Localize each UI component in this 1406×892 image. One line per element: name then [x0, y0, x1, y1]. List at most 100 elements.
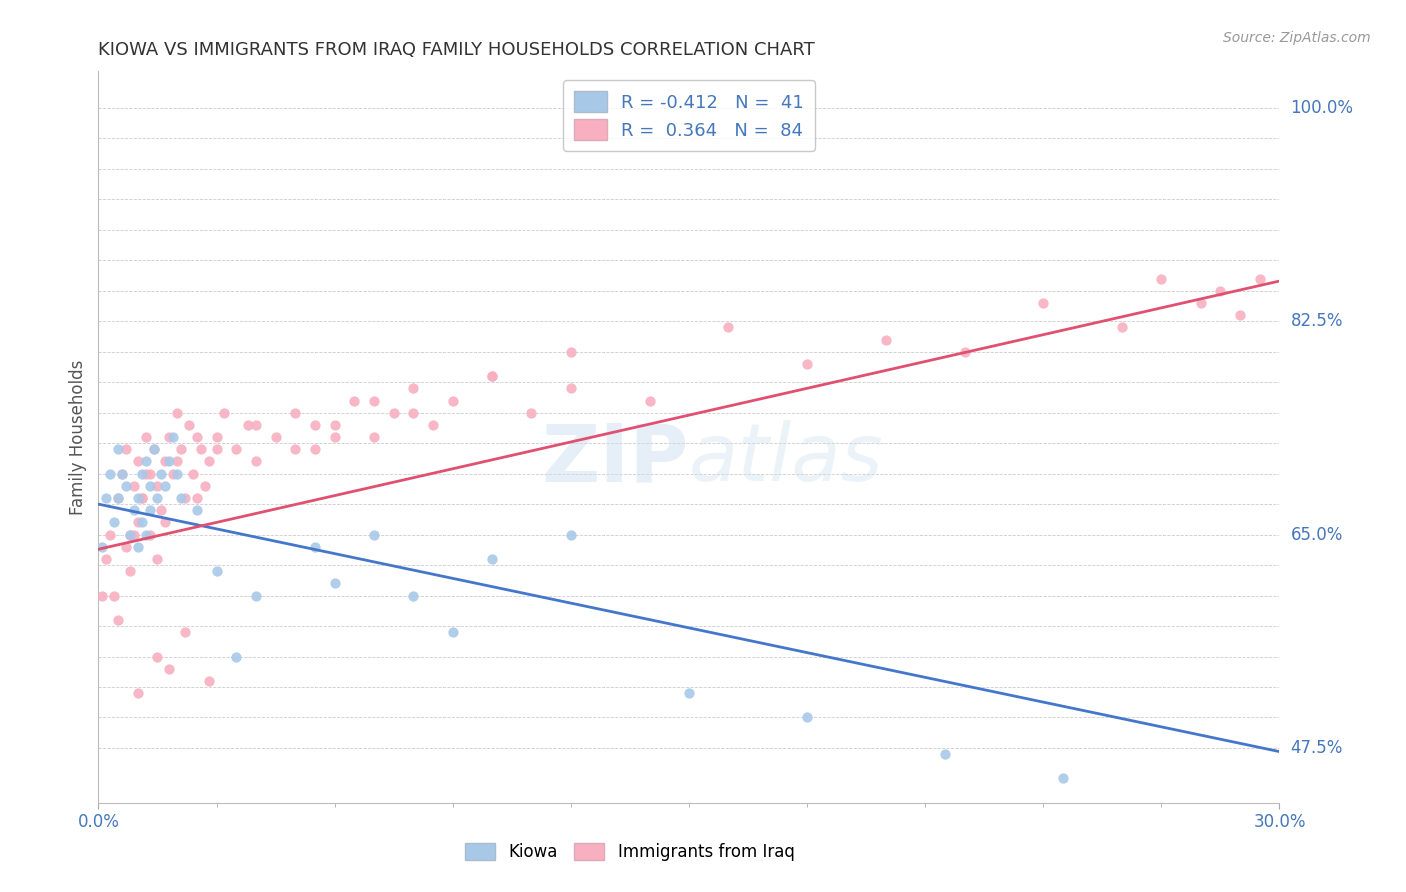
Point — [194, 479, 217, 493]
Point — [138, 467, 160, 481]
Point — [146, 479, 169, 493]
Point — [225, 442, 247, 457]
Point — [122, 527, 145, 541]
Point — [155, 516, 177, 530]
Point — [304, 417, 326, 432]
Point — [103, 516, 125, 530]
Point — [127, 540, 149, 554]
Point — [131, 467, 153, 481]
Point — [166, 454, 188, 468]
Point — [186, 503, 208, 517]
Point — [1189, 296, 1212, 310]
Point — [135, 454, 157, 468]
Point — [174, 491, 197, 505]
Point — [170, 491, 193, 505]
Point — [481, 369, 503, 384]
Point — [91, 540, 114, 554]
Point — [157, 430, 180, 444]
Point — [323, 576, 346, 591]
Point — [205, 442, 228, 457]
Point — [284, 406, 307, 420]
Point — [96, 552, 118, 566]
Point — [135, 430, 157, 444]
Point — [560, 344, 582, 359]
Point — [382, 406, 405, 420]
Point — [98, 467, 121, 481]
Point — [875, 333, 897, 347]
Point — [142, 442, 165, 457]
Point — [111, 467, 134, 481]
Point — [118, 564, 141, 578]
Point — [1229, 308, 1251, 322]
Point — [304, 540, 326, 554]
Point — [146, 649, 169, 664]
Point — [1052, 772, 1074, 786]
Point — [441, 393, 464, 408]
Point — [264, 430, 287, 444]
Point — [111, 467, 134, 481]
Point — [91, 589, 114, 603]
Point — [796, 710, 818, 724]
Point — [138, 479, 160, 493]
Point — [236, 417, 259, 432]
Point — [953, 344, 976, 359]
Point — [162, 467, 184, 481]
Y-axis label: Family Households: Family Households — [69, 359, 87, 515]
Point — [205, 430, 228, 444]
Text: 47.5%: 47.5% — [1291, 739, 1343, 757]
Point — [115, 540, 138, 554]
Point — [166, 467, 188, 481]
Point — [197, 454, 219, 468]
Point — [205, 564, 228, 578]
Point — [150, 467, 173, 481]
Point — [304, 442, 326, 457]
Point — [245, 454, 267, 468]
Text: Source: ZipAtlas.com: Source: ZipAtlas.com — [1223, 31, 1371, 45]
Point — [138, 527, 160, 541]
Point — [520, 406, 543, 420]
Point — [127, 686, 149, 700]
Point — [323, 430, 346, 444]
Point — [118, 527, 141, 541]
Point — [441, 625, 464, 640]
Point — [1249, 271, 1271, 285]
Point — [638, 393, 661, 408]
Point — [115, 479, 138, 493]
Point — [131, 491, 153, 505]
Point — [127, 516, 149, 530]
Point — [170, 442, 193, 457]
Point — [181, 467, 204, 481]
Point — [363, 527, 385, 541]
Point — [245, 589, 267, 603]
Point — [1111, 320, 1133, 334]
Point — [127, 491, 149, 505]
Point — [678, 686, 700, 700]
Point — [174, 625, 197, 640]
Point — [107, 491, 129, 505]
Text: 65.0%: 65.0% — [1291, 525, 1343, 543]
Point — [162, 430, 184, 444]
Point — [146, 552, 169, 566]
Point — [1032, 296, 1054, 310]
Text: 100.0%: 100.0% — [1291, 99, 1354, 117]
Point — [122, 479, 145, 493]
Point — [481, 369, 503, 384]
Point — [138, 503, 160, 517]
Point — [343, 393, 366, 408]
Text: 82.5%: 82.5% — [1291, 312, 1343, 330]
Point — [107, 491, 129, 505]
Point — [177, 417, 200, 432]
Point — [560, 381, 582, 395]
Point — [481, 552, 503, 566]
Point — [422, 417, 444, 432]
Point — [284, 442, 307, 457]
Point — [560, 527, 582, 541]
Point — [363, 430, 385, 444]
Point — [146, 491, 169, 505]
Point — [934, 747, 956, 761]
Point — [150, 503, 173, 517]
Point — [155, 479, 177, 493]
Point — [1209, 284, 1232, 298]
Point — [186, 430, 208, 444]
Point — [214, 406, 236, 420]
